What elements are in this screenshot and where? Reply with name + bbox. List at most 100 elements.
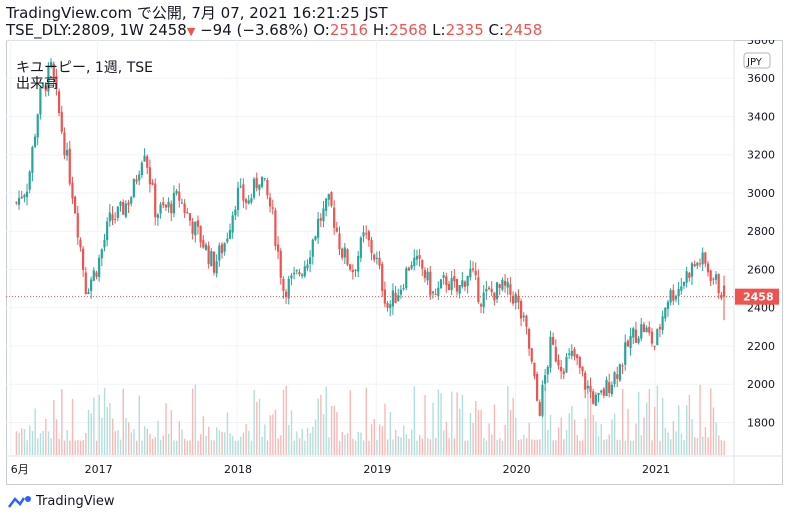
volume-bar xyxy=(146,428,149,455)
candle-body xyxy=(31,147,34,173)
volume-bar xyxy=(288,424,290,455)
volume-bar xyxy=(304,440,306,455)
candle-body xyxy=(650,331,654,344)
volume-bar xyxy=(392,439,394,455)
candle-body xyxy=(399,289,403,295)
volume-bar xyxy=(293,440,295,455)
candle-body xyxy=(522,315,525,318)
last-price-box xyxy=(735,288,779,305)
candle-body xyxy=(549,336,552,368)
volume-bar xyxy=(79,440,82,455)
volume-bar xyxy=(381,426,384,455)
candle-body xyxy=(172,192,176,214)
candle-body xyxy=(423,270,427,279)
volume-bar xyxy=(143,426,146,455)
candle-body xyxy=(720,294,723,299)
volume-bar xyxy=(675,431,677,455)
y-tick-label: 3000 xyxy=(747,187,775,200)
volume-bar xyxy=(82,440,84,455)
candle-body xyxy=(359,237,362,258)
volume-title: 出来高 xyxy=(16,76,58,92)
volume-bar xyxy=(285,385,287,455)
volume-bar xyxy=(208,426,210,455)
candle-body xyxy=(322,208,325,222)
volume-bar xyxy=(290,410,293,455)
candle-body xyxy=(501,279,504,290)
volume-bar xyxy=(197,440,199,455)
volume-bar xyxy=(480,410,482,455)
candle-body xyxy=(212,251,216,273)
candle-body xyxy=(624,342,627,365)
candle-body xyxy=(634,329,638,343)
volume-bar xyxy=(309,433,311,455)
volume-bar xyxy=(629,440,632,455)
candle-body xyxy=(258,184,261,190)
volume-bar xyxy=(106,407,108,455)
candle-body xyxy=(698,263,702,265)
candle-body xyxy=(672,290,675,301)
volume-bar xyxy=(565,430,568,455)
candle-body xyxy=(509,284,512,295)
tradingview-logo-icon xyxy=(8,495,31,508)
candle-body xyxy=(565,357,568,373)
candle-body xyxy=(343,247,346,258)
volume-bar xyxy=(445,421,448,455)
candle-body xyxy=(124,203,127,217)
y-tick-label: 3800 xyxy=(747,40,775,47)
candle-body xyxy=(717,274,720,294)
candle-body xyxy=(479,304,483,307)
candle-body xyxy=(106,221,109,241)
volume-bar xyxy=(162,435,165,455)
volume-bar xyxy=(328,437,330,455)
candle-body xyxy=(178,191,181,201)
candle-body xyxy=(413,257,416,267)
candle-body xyxy=(616,374,619,379)
volume-bar xyxy=(85,433,87,455)
volume-bar xyxy=(365,387,367,455)
volume-bar xyxy=(707,437,709,455)
candle-body xyxy=(127,202,130,206)
candle-body xyxy=(656,329,659,346)
volume-bar xyxy=(656,385,659,455)
volume-bar xyxy=(183,438,186,455)
volume-bar xyxy=(563,439,565,455)
candle-body xyxy=(242,184,245,201)
volume-bar xyxy=(443,430,445,455)
volume-bar xyxy=(101,417,103,455)
price-chart[interactable]: 1800 2000 2200 2400 2600 2800 3000 3200 3400 3600… xyxy=(6,40,783,485)
currency-label: JPY xyxy=(746,57,763,68)
candle-body xyxy=(351,269,354,273)
candle-body xyxy=(76,213,79,238)
volume-bar xyxy=(354,440,357,455)
volume-bar xyxy=(55,419,58,455)
candle-body xyxy=(338,233,341,250)
candle-body xyxy=(602,388,605,396)
volume-bar xyxy=(637,391,640,455)
candle-body xyxy=(682,282,686,286)
volume-bar xyxy=(643,417,645,455)
footer-brand[interactable]: TradingView xyxy=(8,494,115,509)
volume-bar xyxy=(408,438,410,455)
volume-bar xyxy=(552,440,554,455)
candle-body xyxy=(263,178,266,180)
candle-body xyxy=(375,257,378,259)
volume-bar xyxy=(149,433,151,455)
volume-bar xyxy=(90,413,92,455)
volume-bar xyxy=(573,419,576,455)
volume-bar xyxy=(632,440,635,455)
volume-bar xyxy=(66,429,68,455)
volume-bar xyxy=(261,436,263,455)
candle-body xyxy=(228,230,232,239)
volume-bar xyxy=(467,440,469,455)
volume-bar xyxy=(202,416,205,455)
volume-bar xyxy=(360,432,362,455)
candle-body xyxy=(722,285,726,297)
candle-body xyxy=(266,180,269,196)
volume-bar xyxy=(589,386,592,455)
volume-bar xyxy=(608,434,611,455)
volume-bar xyxy=(509,410,512,455)
volume-bar xyxy=(125,418,127,455)
candle-body xyxy=(426,271,429,281)
candle-body xyxy=(47,66,50,92)
y-tick-label: 3600 xyxy=(747,72,775,85)
